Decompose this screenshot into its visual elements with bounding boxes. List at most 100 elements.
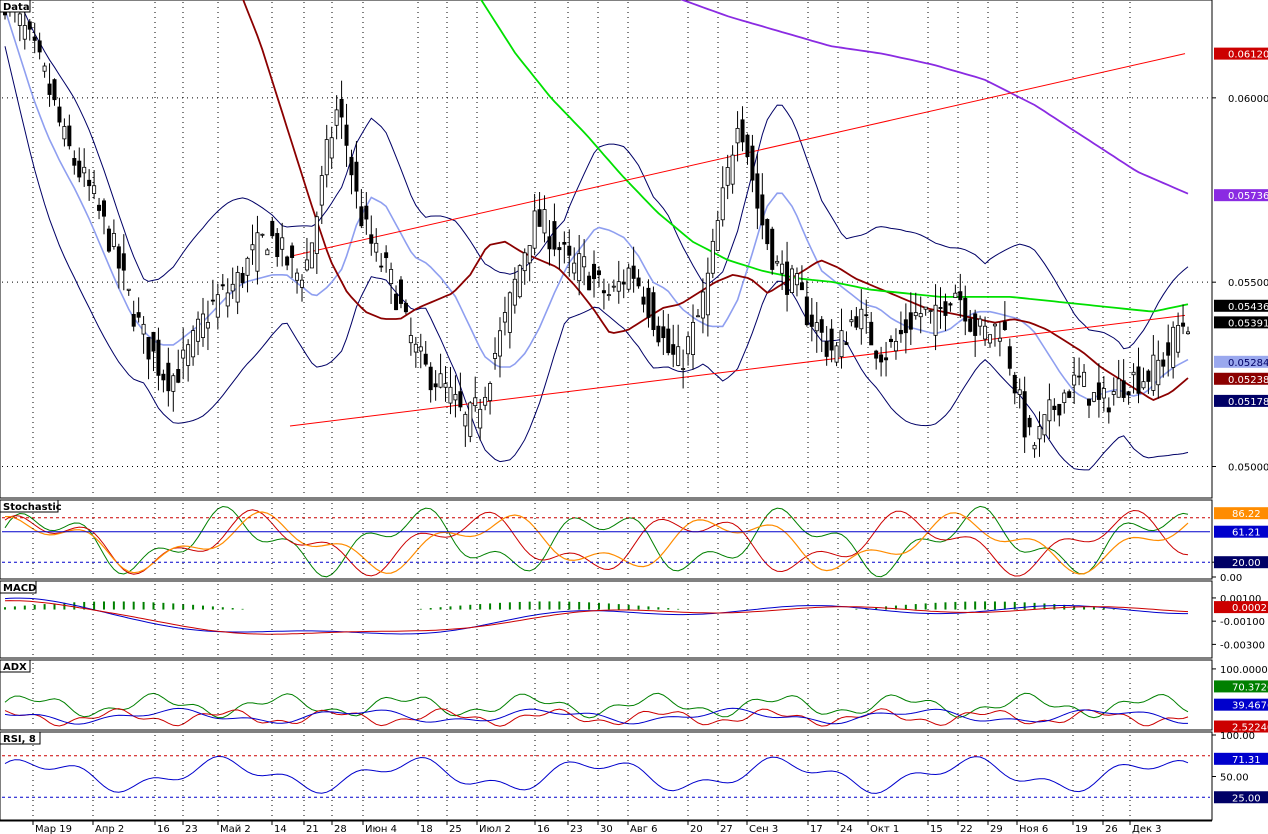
- candle-body: [468, 402, 473, 437]
- rsi-axis: 100.00 50.00 71.31 25.00: [1212, 731, 1268, 804]
- rsi-panel[interactable]: RSI, 8 100.00 50.00 71.31 25.00: [0, 731, 1268, 821]
- date-tick-label: Дек 3: [1132, 824, 1162, 834]
- bollinger-upper-line: [17, 0, 1189, 350]
- candle-body: [978, 318, 983, 327]
- candle-body: [903, 319, 908, 334]
- macd-histogram-bar: [43, 604, 46, 610]
- price-tag-box: [1214, 299, 1268, 312]
- candle-body: [596, 270, 601, 276]
- candle-body: [443, 383, 448, 388]
- panel-tag-box: [1214, 556, 1268, 569]
- macd-panel[interactable]: MACD 0.00100 -0.00100 -0.00300 0.00021: [0, 580, 1268, 659]
- candle-body: [42, 65, 47, 72]
- macd-histogram-bar: [93, 601, 96, 610]
- candle-body: [101, 200, 106, 217]
- candle-body: [230, 283, 235, 292]
- date-tick-label: Сен 3: [749, 824, 778, 834]
- price-tag-label: 0.05178: [1228, 397, 1268, 408]
- panel-tag-box: [1214, 525, 1268, 538]
- adx-title-box: [0, 659, 31, 673]
- candle-body: [22, 25, 27, 40]
- candle-body: [968, 318, 973, 332]
- candle-body: [255, 232, 260, 272]
- rsi-panel-frame: [0, 731, 1213, 821]
- stochastic-k-line: [4, 509, 1189, 577]
- candle-body: [908, 312, 913, 330]
- candle-body: [364, 205, 369, 220]
- candle-body: [587, 275, 592, 291]
- date-tick-label: 19: [1075, 824, 1088, 834]
- candle-body: [205, 322, 210, 329]
- macd-histogram-bar: [984, 601, 987, 610]
- macd-histogram-bar: [83, 601, 86, 610]
- panel-tag-label: 0.00021: [1232, 603, 1268, 614]
- adx-lines: [4, 663, 1189, 728]
- macd-histogram-bar: [964, 601, 967, 610]
- price-tag-label: 0.05736: [1228, 191, 1268, 202]
- date-tick-label: 26: [1105, 824, 1118, 834]
- macd-signal-line: [4, 600, 1189, 635]
- macd-histogram-bar: [528, 601, 531, 610]
- candle-body: [418, 346, 423, 352]
- candle-body: [1032, 444, 1037, 450]
- candle-body: [606, 294, 611, 297]
- candle-body: [780, 263, 785, 274]
- macd-histogram-bar: [974, 601, 977, 610]
- macd-histogram-bar: [607, 603, 610, 610]
- candle-body: [804, 296, 809, 326]
- date-tick-label: Июн 4: [365, 824, 397, 834]
- date-axis: Мар 19 Апр 2 16 23 Май 2 14 21 28 Июн 4 18 25 Июл 2…: [0, 820, 1212, 834]
- candle-body: [874, 350, 879, 359]
- macd-histogram-bar: [627, 604, 630, 610]
- candle-body: [27, 21, 32, 30]
- candle-body: [958, 291, 963, 301]
- candle-body: [1116, 378, 1121, 398]
- candle-body: [730, 154, 735, 185]
- candle-body: [794, 273, 799, 286]
- candle-body: [651, 292, 656, 330]
- candle-body: [1077, 375, 1082, 378]
- candle-body: [483, 396, 488, 406]
- macd-histogram-bar: [439, 607, 442, 610]
- candle-body: [374, 242, 379, 253]
- date-tick-label: 27: [720, 824, 733, 834]
- candle-body: [448, 386, 453, 404]
- date-tick-label: 29: [990, 824, 1003, 834]
- candle-body: [557, 247, 562, 251]
- candle-body: [72, 158, 77, 166]
- rsi-line: [4, 755, 1189, 794]
- macd-histogram-bar: [73, 602, 76, 610]
- macd-histogram-bar: [657, 607, 660, 610]
- macd-histogram-bar: [122, 601, 125, 610]
- macd-histogram-bar: [63, 602, 66, 610]
- candle-body: [1022, 391, 1027, 438]
- candle-body: [1067, 391, 1072, 398]
- stochastic-fast-line: [4, 505, 1189, 578]
- candle-body: [1037, 426, 1042, 440]
- candle-body: [933, 304, 938, 336]
- candle-body: [17, 13, 22, 26]
- candle-body: [1057, 403, 1062, 416]
- candle-body: [32, 36, 37, 41]
- candle-body: [725, 167, 730, 186]
- candle-body: [304, 259, 309, 271]
- macd-histogram-bar: [162, 602, 165, 610]
- panel-tick-label: 0.00: [1220, 573, 1242, 584]
- macd-histogram-bar: [508, 602, 511, 610]
- candle-body: [527, 245, 532, 264]
- price-panel[interactable]: Data 0.06000 0.05500 0.05000 0.06120 0.05736…: [0, 0, 1268, 499]
- adx-panel[interactable]: ADX 100.00000 70.37260 39.46762 2.52240: [0, 659, 1268, 734]
- date-tick-label: 17: [810, 824, 823, 834]
- macd-histogram-bar: [677, 608, 680, 610]
- candle-body: [666, 328, 671, 354]
- candle-body: [656, 325, 661, 343]
- candle-body: [542, 209, 547, 234]
- macd-histogram-bar: [201, 605, 204, 610]
- candle-body: [552, 221, 557, 250]
- macd-histogram-bar: [1112, 608, 1115, 610]
- stochastic-panel-frame: [0, 499, 1213, 580]
- macd-histogram-bar: [172, 603, 175, 610]
- candle-body: [403, 302, 408, 313]
